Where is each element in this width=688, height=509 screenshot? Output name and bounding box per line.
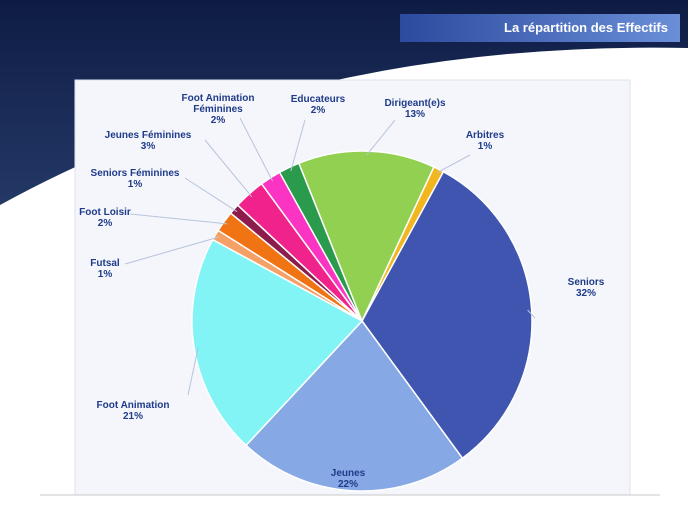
slice-percent: 32% <box>575 288 596 299</box>
slice-percent: 21% <box>122 411 143 422</box>
pie-slice <box>191 238 364 447</box>
slice-name: Arbitres <box>465 130 505 141</box>
slice-label: Dirigeant(e)s 13% <box>375 98 455 120</box>
leader-line <box>187 347 199 396</box>
slice-name: Seniors Féminines <box>90 168 180 179</box>
pie-slice <box>361 170 533 460</box>
slice-percent: 2% <box>310 105 326 116</box>
leader-line <box>366 119 396 156</box>
slice-percent: 2% <box>97 218 113 229</box>
slice-label: Jeunes 22% <box>318 468 378 490</box>
slide-title: La répartition des Effectifs <box>400 14 680 42</box>
slice-name: Foot Animation <box>96 400 170 411</box>
slice-label: Jeunes Féminines 3% <box>93 130 203 152</box>
leader-line <box>527 309 536 319</box>
slice-percent: 1% <box>127 179 143 190</box>
slice-name: Foot Loisir <box>79 207 131 218</box>
slice-name: Seniors <box>567 277 605 288</box>
slice-label: Futsal 1% <box>75 258 135 280</box>
slice-name: Futsal <box>90 258 120 269</box>
slice-label: Foot Animation Féminines 2% <box>171 93 266 126</box>
leader-line <box>129 213 228 225</box>
slice-label: Foot Loisir 2% <box>70 207 140 229</box>
leader-line <box>124 236 219 265</box>
slice-name: Educateurs <box>290 94 346 105</box>
slice-percent: 1% <box>97 269 113 280</box>
slice-label: Seniors 32% <box>556 277 616 299</box>
slice-label: Seniors Féminines 1% <box>80 168 190 190</box>
slice-percent: 13% <box>404 109 425 120</box>
leader-line <box>239 117 274 182</box>
leader-line <box>204 139 253 198</box>
pie-slice <box>244 319 464 492</box>
slice-label: Foot Animation 21% <box>83 400 183 422</box>
leader-line <box>436 154 471 174</box>
slice-name: Jeunes Féminines <box>104 130 192 141</box>
leader-line <box>290 119 306 172</box>
slice-percent: 2% <box>210 115 226 126</box>
slice-label: Arbitres 1% <box>455 130 515 152</box>
slice-name: Dirigeant(e)s <box>384 98 446 109</box>
pie-slice <box>297 150 435 323</box>
slice-name: Foot Animation Féminines <box>181 93 255 115</box>
pie <box>124 117 536 492</box>
slice-name: Jeunes <box>330 468 366 479</box>
leader-line <box>184 177 238 213</box>
slice-percent: 22% <box>337 479 358 490</box>
slice-percent: 3% <box>140 141 156 152</box>
slice-label: Educateurs 2% <box>283 94 353 116</box>
slice-percent: 1% <box>477 141 493 152</box>
